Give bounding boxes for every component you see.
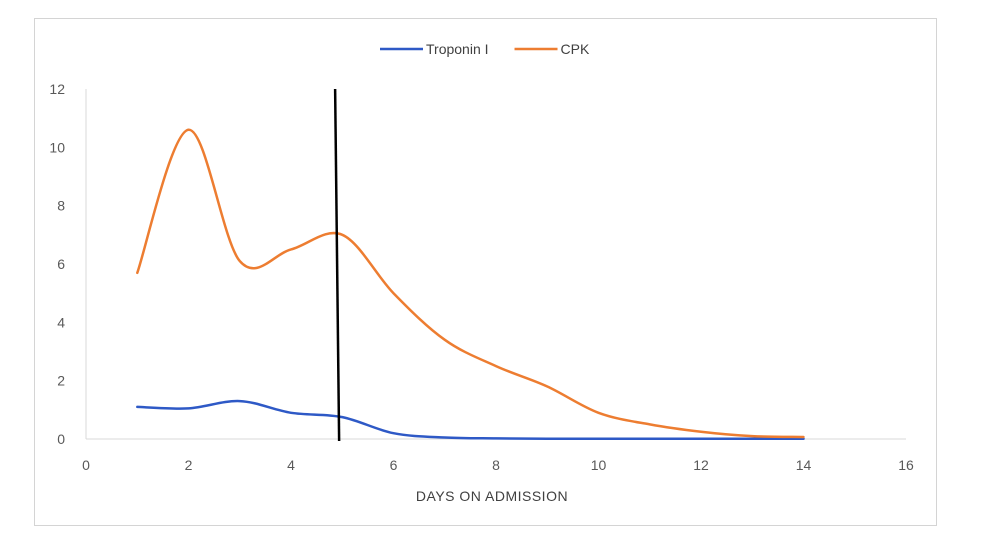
annotation-vertical-line [333,88,341,442]
y-axis-ticks: 0 2 4 6 8 10 12 [49,81,65,447]
y-tick-label: 8 [57,198,65,214]
x-axis-ticks: 0 2 4 6 8 10 12 14 16 [82,457,914,473]
x-tick-label: 14 [796,457,812,473]
x-tick-label: 12 [693,457,709,473]
legend-label: Troponin I [426,41,489,57]
legend: Troponin I CPK [380,41,590,57]
series-line-cpk [136,128,805,439]
series-line-troponin-i [136,399,805,440]
x-tick-label: 8 [492,457,500,473]
y-tick-label: 6 [57,256,65,272]
y-tick-label: 2 [57,373,65,389]
x-tick-label: 10 [591,457,607,473]
annotation-layer [333,88,341,442]
x-tick-label: 6 [390,457,398,473]
legend-item-troponin-i: Troponin I [380,41,489,57]
x-axis-title: DAYS ON ADMISSION [416,488,568,504]
x-tick-label: 2 [185,457,193,473]
legend-label: CPK [561,41,590,57]
series-layer [136,128,805,440]
x-tick-label: 16 [898,457,914,473]
legend-item-cpk: CPK [514,41,590,57]
x-tick-label: 4 [287,457,295,473]
y-tick-label: 10 [49,139,65,155]
y-tick-label: 12 [49,81,65,97]
chart-frame: Troponin I CPK 0 2 4 6 8 10 12 0 2 4 6 8 10 12 14 16 DA… [34,18,937,526]
line-chart: Troponin I CPK 0 2 4 6 8 10 12 0 2 4 6 8 10 12 14 16 DA… [49,41,914,504]
y-tick-label: 4 [57,314,65,330]
x-tick-label: 0 [82,457,90,473]
y-tick-label: 0 [57,431,65,447]
